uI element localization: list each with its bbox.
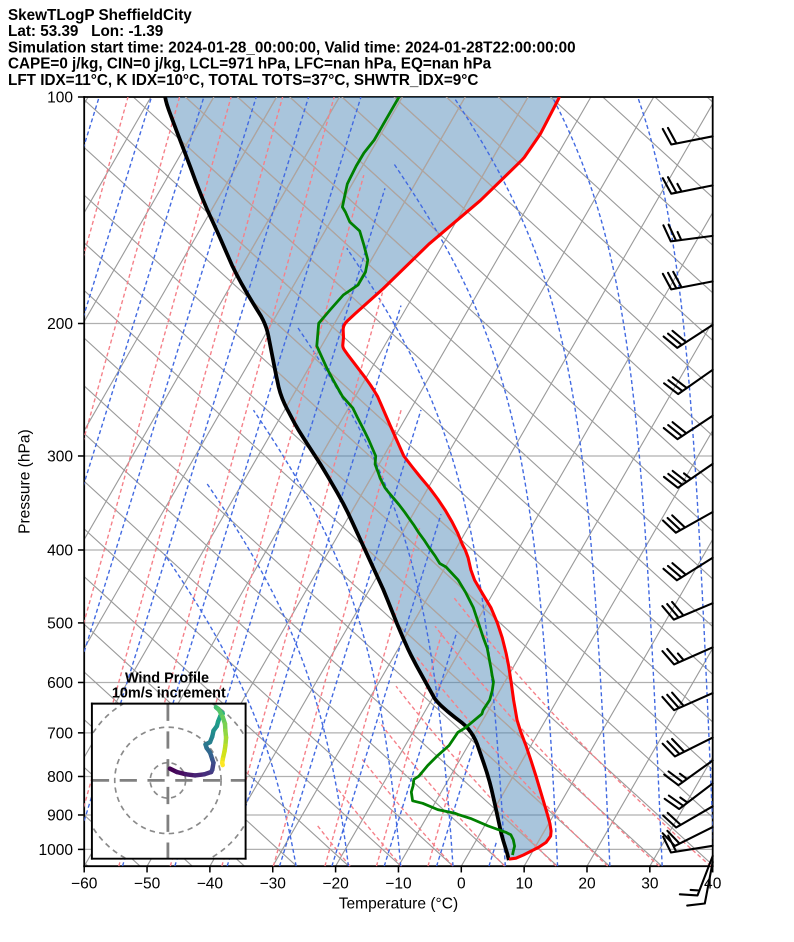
svg-text:300: 300 — [47, 449, 73, 466]
svg-text:700: 700 — [47, 725, 73, 742]
svg-text:Simulation start time: 2024-01: Simulation start time: 2024-01-28_00:00:… — [8, 39, 576, 56]
svg-text:−60: −60 — [71, 876, 98, 893]
svg-text:−40: −40 — [197, 876, 224, 893]
svg-text:100: 100 — [47, 90, 73, 107]
svg-text:10m/s increment: 10m/s increment — [112, 685, 226, 701]
svg-text:Lat: 53.39 Lon: -1.39: Lat: 53.39 Lon: -1.39 — [8, 23, 163, 40]
svg-text:30: 30 — [641, 876, 659, 893]
svg-text:−50: −50 — [134, 876, 161, 893]
svg-text:600: 600 — [47, 675, 73, 692]
svg-text:Pressure (hPa): Pressure (hPa) — [17, 429, 34, 534]
svg-text:0: 0 — [457, 876, 466, 893]
svg-text:−30: −30 — [260, 876, 287, 893]
svg-text:800: 800 — [47, 769, 73, 786]
svg-text:900: 900 — [47, 808, 73, 825]
svg-text:LFT IDX=11°C, K IDX=10°C, TOTA: LFT IDX=11°C, K IDX=10°C, TOTAL TOTS=37°… — [8, 72, 478, 89]
svg-text:SkewTLogP SheffieldCity: SkewTLogP SheffieldCity — [8, 7, 192, 24]
svg-text:400: 400 — [47, 543, 73, 560]
svg-text:−20: −20 — [322, 876, 349, 893]
svg-text:10: 10 — [516, 876, 534, 893]
svg-text:Temperature (°C): Temperature (°C) — [339, 896, 458, 913]
svg-text:500: 500 — [47, 616, 73, 633]
svg-text:Wind Profile: Wind Profile — [125, 670, 209, 686]
svg-text:1000: 1000 — [38, 842, 73, 859]
svg-text:−10: −10 — [385, 876, 412, 893]
svg-text:200: 200 — [47, 316, 73, 333]
svg-text:CAPE=0 j/kg, CIN=0 j/kg, LCL=9: CAPE=0 j/kg, CIN=0 j/kg, LCL=971 hPa, LF… — [8, 56, 492, 73]
svg-text:20: 20 — [578, 876, 596, 893]
